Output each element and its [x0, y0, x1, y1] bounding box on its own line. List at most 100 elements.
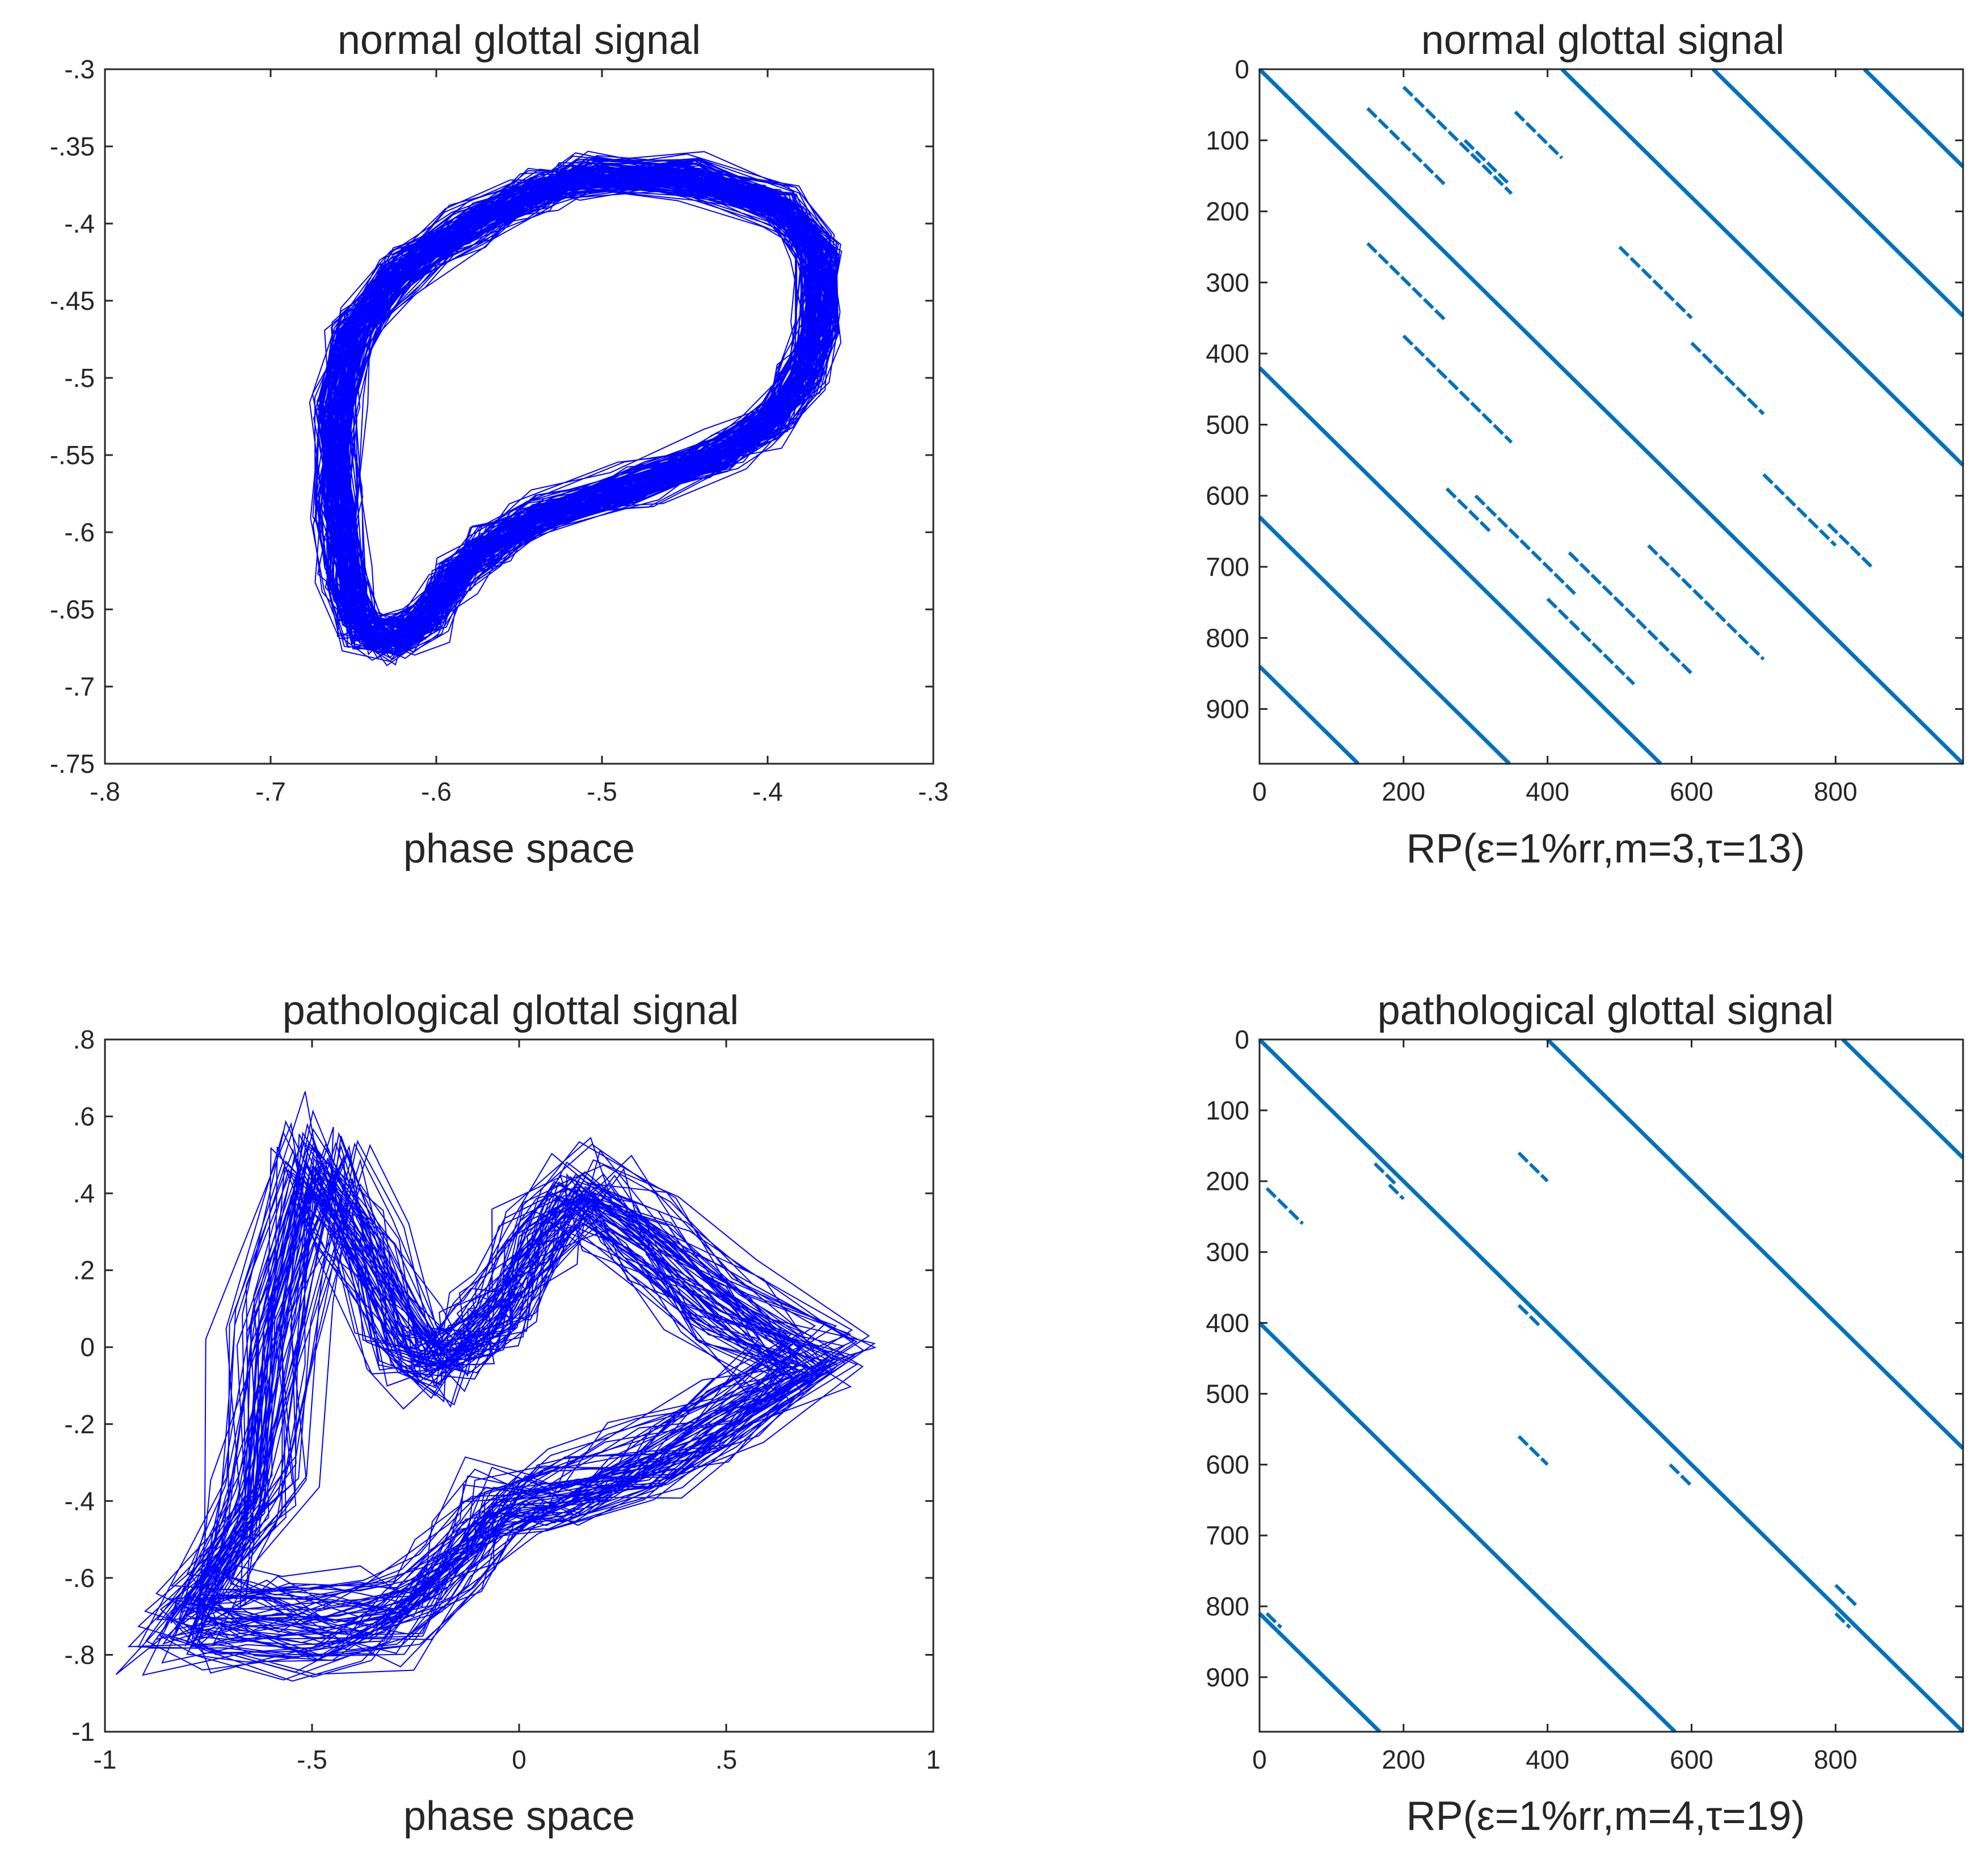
x-axis-label: RP(ε=1%rr,m=3,τ=13)	[1406, 826, 1805, 872]
y-tick-label: 600	[1206, 481, 1249, 511]
panel-title: pathological glottal signal	[1378, 988, 1834, 1033]
panel-normal-rp: normal glottal signal 0 200 400 600 800 0 100 2…	[1206, 18, 1965, 872]
recurrence-diagonal	[1258, 1038, 1965, 1733]
y-tick-label: .8	[73, 1025, 95, 1054]
x-tick-label: 600	[1670, 777, 1713, 806]
x-tick-label: 600	[1670, 1745, 1713, 1774]
x-tick-label: -.7	[255, 777, 286, 806]
recurrence-segment	[1388, 1183, 1405, 1201]
y-tick-label: -.3	[64, 54, 95, 84]
x-tick-label: -.3	[918, 777, 949, 806]
x-tick-label: -.5	[297, 1745, 327, 1774]
panel-title: pathological glottal signal	[283, 988, 739, 1033]
x-tick-label: 1	[926, 1745, 941, 1774]
recurrence-segment	[1445, 487, 1492, 533]
plot-frame	[1258, 1038, 1964, 1733]
recurrence-segment	[1517, 1435, 1549, 1466]
x-tick-label: 400	[1526, 1745, 1569, 1774]
trajectory-line	[309, 150, 843, 667]
recurrence-segment	[1517, 1151, 1549, 1182]
recurrence-diagonal	[1258, 515, 1511, 765]
recurrence-segment	[1834, 1612, 1851, 1629]
x-tick-label: 200	[1382, 1745, 1425, 1774]
recurrence-segment	[1647, 544, 1765, 660]
tick-group: 0 200 400 600 800 0 100 200 300 400 500 600 700 800 90…	[1206, 1025, 1963, 1774]
recurrence-segment	[1366, 242, 1448, 323]
recurrence-segment	[1474, 494, 1578, 597]
y-tick-label: 800	[1206, 623, 1249, 653]
recurrence-segment	[1514, 111, 1564, 159]
x-tick-label: -.6	[421, 777, 452, 806]
recurrence-diagonal	[1258, 68, 1965, 765]
y-tick-label: -.6	[64, 1563, 95, 1593]
plot-frame	[1258, 68, 1964, 765]
recurrence-segment	[1373, 1162, 1398, 1186]
y-tick-label: .4	[73, 1179, 95, 1208]
y-tick-label: .6	[73, 1102, 95, 1131]
recurrence-segment	[1546, 597, 1636, 685]
panel-normal-phase: normal glottal signal -.8 -.7 -.6 -.5 -.4 -.3…	[50, 18, 949, 872]
x-tick-label: -.5	[587, 777, 617, 806]
recurrence-segment	[1402, 86, 1513, 195]
panel-title: normal glottal signal	[1421, 18, 1784, 63]
y-tick-label: -.5	[64, 363, 95, 393]
y-tick-label: -.2	[64, 1409, 95, 1439]
y-tick-label: 0	[1235, 1025, 1249, 1054]
x-tick-label: 800	[1814, 777, 1858, 806]
y-tick-label: 800	[1206, 1592, 1249, 1621]
recurrence-diagonal	[1258, 664, 1360, 765]
recurrence-segment	[1827, 523, 1873, 569]
x-tick-label: -.4	[752, 777, 783, 806]
x-tick-label: 0	[1252, 777, 1267, 806]
y-tick-label: 100	[1206, 1096, 1249, 1125]
x-axis-label: phase space	[403, 826, 635, 872]
x-tick-label: .5	[715, 1745, 737, 1774]
recurrence-segment	[1669, 1463, 1693, 1487]
tick-group: -1 -.5 0 .5 1 .8 .6 .4 .2 0 -.2 -.4 -.6 -.8 -1	[64, 1025, 940, 1774]
y-tick-label: 700	[1206, 1521, 1249, 1550]
y-tick-label: -.45	[50, 286, 95, 315]
y-tick-label: -.8	[64, 1640, 95, 1669]
tick-group: -.8 -.7 -.6 -.5 -.4 -.3 -.3 -.35 -.4 -.45 -.5 -.55 -…	[50, 54, 949, 806]
recurrence-diagonal	[1258, 1321, 1677, 1733]
y-tick-label: 600	[1206, 1450, 1249, 1479]
y-tick-label: 0	[80, 1332, 95, 1362]
recurrence-segment	[1366, 107, 1448, 188]
recurrence-segment	[1762, 473, 1837, 547]
recurrence-segment	[1517, 1304, 1542, 1328]
y-tick-label: 400	[1206, 1308, 1249, 1337]
y-tick-label: 500	[1206, 1379, 1249, 1408]
x-tick-label: 0	[1252, 1745, 1267, 1774]
recurrence-segment	[1265, 1187, 1304, 1225]
y-tick-label: 900	[1206, 695, 1249, 724]
recurrence-plot	[1258, 68, 1965, 765]
panel-patho-rp: pathological glottal signal 0 200 400 600 80…	[1206, 988, 1965, 1839]
recurrence-plot	[1258, 1038, 1965, 1733]
recurrence-segment	[1463, 139, 1509, 184]
tick-group: 0 200 400 600 800 0 100 200 300 400 500 600 700 800 90…	[1206, 54, 1963, 806]
x-axis-label: phase space	[403, 1794, 635, 1839]
recurrence-segment	[1834, 1584, 1859, 1608]
x-tick-label: 200	[1382, 777, 1425, 806]
y-tick-label: 200	[1206, 1167, 1249, 1196]
y-tick-label: -.6	[64, 517, 95, 547]
recurrence-diagonal	[1841, 1038, 1965, 1160]
panel-patho-phase: pathological glottal signal -1 -.5 0 .5 1 .8.…	[64, 988, 940, 1839]
trajectory-plot	[309, 150, 843, 667]
x-tick-label: -.8	[90, 777, 120, 806]
recurrence-segment	[1402, 334, 1513, 444]
y-tick-label: 500	[1206, 410, 1249, 439]
recurrence-diagonal	[1712, 68, 1965, 318]
recurrence-diagonal	[1560, 68, 1965, 467]
y-tick-label: -.4	[64, 209, 95, 238]
y-tick-label: -.65	[50, 595, 95, 624]
recurrence-segment	[1568, 551, 1693, 675]
recurrence-diagonal	[1546, 1038, 1965, 1450]
panel-title: normal glottal signal	[338, 18, 701, 63]
recurrence-segment	[1265, 1612, 1283, 1629]
y-tick-label: -.7	[64, 672, 95, 701]
plot-frame	[104, 68, 934, 765]
y-tick-label: -.35	[50, 132, 95, 161]
y-tick-label: 100	[1206, 125, 1249, 155]
y-tick-label: 400	[1206, 339, 1249, 368]
